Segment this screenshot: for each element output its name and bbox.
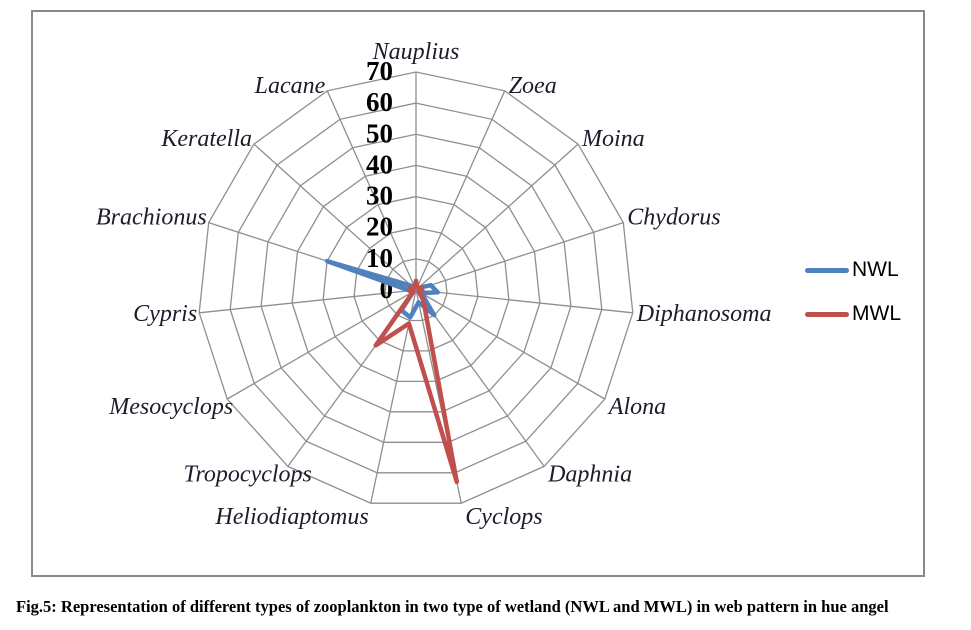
category-label-tropocyclops: Tropocyclops [183,461,311,487]
nwl-series-swatch [805,267,849,273]
category-label-daphnia: Daphnia [547,461,632,487]
radial-tick-label: 60 [366,87,393,117]
axis-spoke [415,90,506,291]
radial-tick-label: 40 [366,149,393,179]
figure-caption: Fig.5: Representation of different types… [16,597,889,616]
axis-spoke [326,90,417,291]
mwl-legend-label: MWL [852,302,901,325]
grid-ring [198,71,634,504]
axis-spoke [415,289,606,400]
legend-item-nwl: NWL [805,258,899,282]
series-polygon-nwl [324,258,440,320]
category-label-cypris: Cypris [133,301,197,327]
grid-ring [384,258,448,322]
category-label-diphanosoma: Diphanosoma [636,301,772,327]
category-label-heliodiaptomus: Heliodiaptomus [214,504,368,530]
axis-spoke [415,221,624,291]
radar-plot: 010203040506070NaupliusZoeaMoinaChydorus… [96,39,772,530]
radial-tick-label: 30 [366,181,393,211]
category-label-keratella: Keratella [160,126,252,152]
category-label-nauplius: Nauplius [372,39,460,65]
axis-spoke [226,289,417,400]
radial-tick-label: 20 [366,212,393,242]
mwl-series-swatch [805,311,849,317]
grid-ring [322,195,510,383]
radial-tick-label: 50 [366,118,393,148]
category-label-alona: Alona [607,394,666,420]
category-label-cyclops: Cyclops [465,504,542,530]
axis-spoke [415,289,633,314]
axis-spoke [199,289,417,314]
grid-ring [260,133,572,443]
axis-spoke [415,289,545,467]
grid-ring [229,102,603,474]
axis-spoke [253,143,417,291]
series-polygon-mwl [373,278,460,485]
grid-ring [291,164,541,413]
nwl-legend-label: NWL [852,258,899,281]
category-label-zoea: Zoea [509,73,557,99]
radial-tick-label: 10 [366,243,393,273]
category-label-chydorus: Chydorus [627,205,720,231]
legend-item-mwl: MWL [805,302,901,326]
radial-tick-label: 70 [366,56,393,86]
radar-chart-area: 0 10 20 30 40 50 60 70 Nauplius Zoea Moina Chydorus… [31,10,925,577]
category-label-lacane: Lacane [254,73,326,99]
axis-spoke [415,143,579,291]
category-label-brachionus: Brachionus [96,205,207,231]
category-label-moina: Moina [581,126,645,152]
category-label-mesocyclops: Mesocyclops [108,394,233,420]
